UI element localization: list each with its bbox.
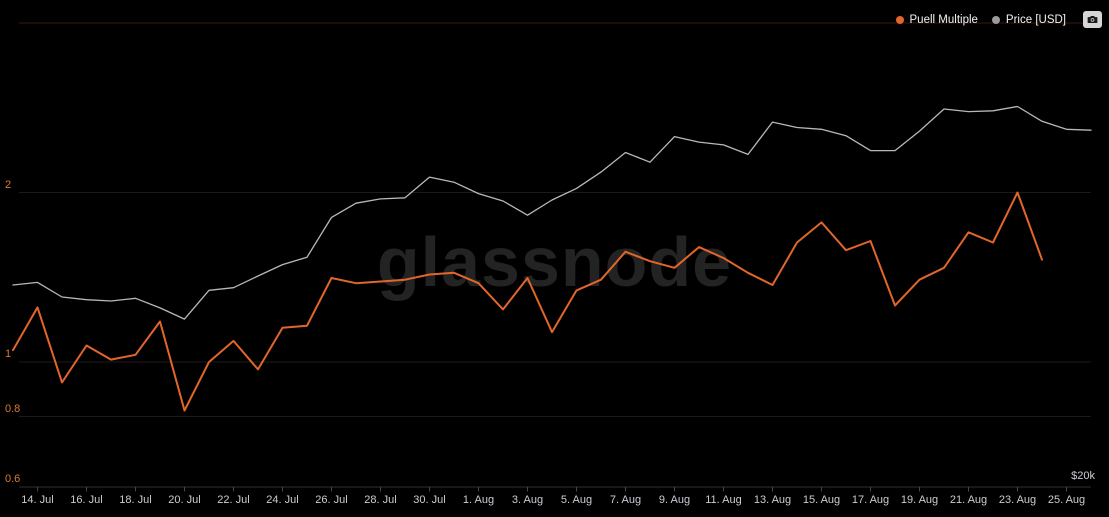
y-tick-label: 0.8 xyxy=(5,402,21,415)
price-usd-line xyxy=(12,105,1092,320)
legend: Puell Multiple Price [USD] xyxy=(895,11,1102,28)
x-tick-label: 17. Aug xyxy=(851,494,890,506)
x-tick-label: 1. Aug xyxy=(462,494,495,506)
legend-item-price-usd[interactable]: Price [USD] xyxy=(991,13,1066,26)
camera-button[interactable] xyxy=(1083,11,1102,28)
x-tick-label: 9. Aug xyxy=(658,494,691,506)
x-tick-label: 15. Aug xyxy=(802,494,841,506)
puell-multiple-series-dot-icon xyxy=(895,15,904,24)
legend-label: Puell Multiple xyxy=(909,13,978,26)
y-tick-label: 1 xyxy=(5,348,12,360)
x-tick-label: 25. Aug xyxy=(1047,494,1086,506)
x-tick-label: 19. Aug xyxy=(900,494,939,506)
x-tick-label: 16. Jul xyxy=(70,494,103,506)
x-tick-label: 18. Jul xyxy=(119,494,152,506)
y-tick-label: 2 xyxy=(5,178,12,191)
x-tick-label: 20. Jul xyxy=(168,494,201,506)
x-tick-label: 5. Aug xyxy=(560,494,593,506)
puell-multiple-line xyxy=(12,191,1043,412)
glassnode-watermark: glassnode xyxy=(376,223,733,301)
x-tick-label: 11. Aug xyxy=(705,494,742,506)
x-tick-label: 26. Jul xyxy=(315,494,348,506)
x-tick-label: 14. Jul xyxy=(21,494,54,506)
x-tick-label: 7. Aug xyxy=(609,494,642,506)
x-tick-label: 13. Aug xyxy=(753,494,792,506)
x-tick-label: 23. Aug xyxy=(998,494,1037,506)
camera-icon xyxy=(1087,15,1098,24)
x-tick-label: 3. Aug xyxy=(511,494,544,506)
x-tick-label: 24. Jul xyxy=(266,494,299,506)
x-tick-label: 28. Jul xyxy=(364,494,397,506)
legend-item-puell-multiple[interactable]: Puell Multiple xyxy=(895,13,978,26)
x-tick-label: 30. Jul xyxy=(413,494,446,506)
x-tick-label: 22. Jul xyxy=(217,494,250,506)
y-tick-label: 0.6 xyxy=(5,472,21,485)
legend-label: Price [USD] xyxy=(1005,13,1066,26)
x-tick-label: 21. Aug xyxy=(949,494,988,506)
y-axis-right-label: $20k xyxy=(1071,470,1095,482)
price-usd-series-dot-icon xyxy=(991,15,1000,24)
